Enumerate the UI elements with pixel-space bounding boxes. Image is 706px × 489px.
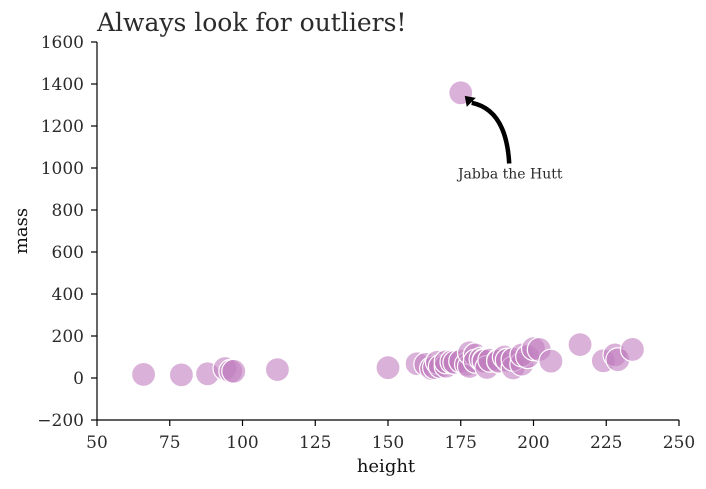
x-tick-label: 50	[86, 433, 108, 453]
y-tick-label: 0	[73, 369, 84, 389]
y-axis-label: mass	[11, 208, 32, 254]
annotation-label: Jabba the Hutt	[456, 167, 563, 183]
y-tick-label: −200	[37, 411, 84, 431]
x-tick-label: 125	[299, 433, 331, 453]
data-point	[619, 336, 646, 363]
y-tick-label: 1200	[41, 117, 84, 137]
data-point	[130, 361, 157, 388]
y-tick-label: 1600	[41, 33, 84, 53]
y-tick-label: 400	[52, 285, 84, 305]
annotation-arrowhead	[464, 95, 476, 107]
y-tick-label: 1000	[41, 159, 84, 179]
y-tick-label: 800	[52, 201, 84, 221]
x-tick-label: 250	[663, 433, 695, 453]
x-tick-label: 200	[517, 433, 549, 453]
data-point	[264, 357, 291, 383]
x-tick-label: 150	[372, 433, 404, 453]
chart-title: Always look for outliers!	[96, 8, 406, 37]
y-tick-label: 1400	[41, 75, 84, 95]
x-tick-label: 100	[226, 433, 258, 453]
y-tick-label: 200	[52, 327, 84, 347]
data-point	[375, 355, 401, 381]
data-point	[168, 362, 194, 388]
x-tick-label: 75	[159, 433, 181, 453]
y-tick-label: 600	[52, 243, 84, 263]
x-axis-label: height	[357, 456, 416, 477]
x-axis-ticks: 50 75 100 125 150 175 200 225 250	[86, 420, 695, 453]
annotation-group: Jabba the Hutt	[456, 95, 563, 183]
scatter-points	[130, 80, 646, 388]
annotation-arrow	[471, 100, 512, 164]
y-axis-ticks: −200 0 200 400 600 800 1000 1200 1400 1600	[37, 33, 97, 431]
x-tick-label: 225	[590, 433, 622, 453]
data-point	[538, 348, 564, 374]
data-point	[221, 358, 247, 384]
x-tick-label: 175	[445, 433, 477, 453]
data-point	[567, 332, 593, 358]
